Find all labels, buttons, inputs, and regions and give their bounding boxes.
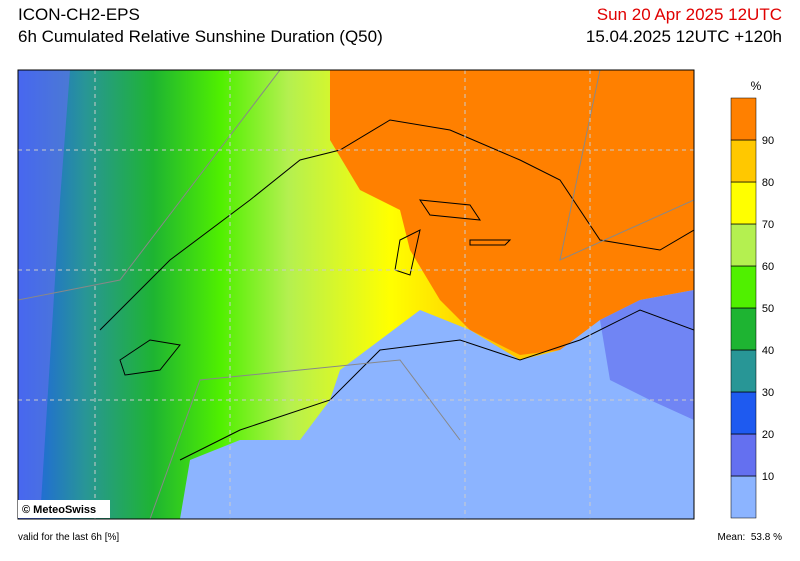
color-band: [730, 223, 757, 267]
orange-area: [330, 70, 694, 355]
title: 6h Cumulated Relative Sunshine Duration …: [18, 27, 383, 46]
mean-value: 53.8: [750, 532, 771, 543]
mean-label: Mean:: [717, 532, 746, 543]
color-band: [730, 265, 757, 309]
mean: Mean: 53.8 %: [717, 532, 782, 543]
color-band: [730, 433, 757, 477]
color-band: [730, 391, 757, 435]
tick-label: 80: [762, 177, 774, 189]
borders: [99, 119, 694, 461]
lakes: [119, 199, 512, 376]
tick-label: 50: [762, 303, 774, 315]
blue-area: [180, 290, 694, 519]
tick-label: 60: [762, 261, 774, 273]
footer-note: valid for the last 6h [%]: [18, 532, 120, 543]
map: [18, 70, 694, 519]
tick-label: 20: [762, 429, 774, 441]
copyright-box: [18, 500, 110, 518]
blue-patch: [600, 290, 694, 420]
legend-unit: %: [751, 79, 762, 93]
valid-date: Sun 20 Apr 2025 12UTC: [596, 5, 782, 24]
color-band: [730, 475, 757, 519]
map-frame: [17, 69, 695, 520]
mean-unit: %: [773, 532, 782, 543]
tick-label: 40: [762, 345, 774, 357]
color-band: [730, 181, 757, 225]
color-band: [730, 307, 757, 351]
model: ICON-CH2-EPS: [18, 5, 140, 24]
tick-label: 30: [762, 387, 774, 399]
tick-label: 70: [762, 219, 774, 231]
graticule: [18, 70, 694, 519]
tick-label: 10: [762, 471, 774, 483]
run: 15.04.2025 12UTC +120h: [585, 27, 782, 46]
tick-label: 90: [762, 135, 774, 147]
legend: 10 20 30 40 50 60 70 80 90: [730, 97, 774, 519]
copyright: © MeteoSwiss: [22, 504, 96, 516]
color-band: [730, 349, 757, 393]
color-band: [730, 139, 757, 183]
color-band: [730, 97, 757, 141]
